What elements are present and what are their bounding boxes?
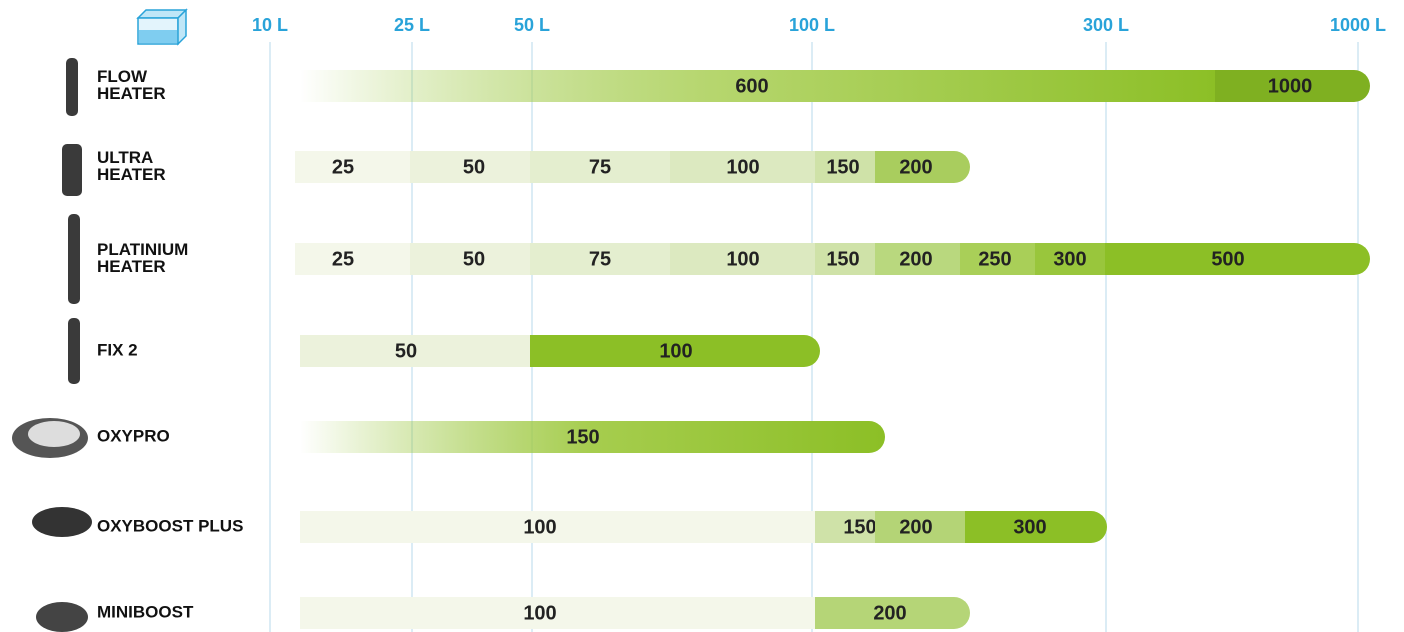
range-segment (295, 243, 411, 275)
segment-label: 200 (899, 516, 932, 538)
axis-label: 100 L (789, 15, 835, 35)
axis-label: 300 L (1083, 15, 1129, 35)
axis-label: 50 L (514, 15, 550, 35)
segment-label: 75 (589, 248, 611, 270)
range-segment (300, 597, 816, 629)
axis-label: 1000 L (1330, 15, 1386, 35)
range-segment (815, 151, 876, 183)
range-segment (1035, 243, 1106, 275)
segment-label: 1000 (1268, 75, 1313, 97)
segment-label: 600 (735, 75, 768, 97)
product-row: 150 OXYPRO (97, 421, 885, 453)
range-segment (670, 151, 816, 183)
range-segment (670, 243, 816, 275)
range-segment (965, 511, 1107, 543)
range-segment (530, 335, 820, 367)
product-name: MINIBOOST (97, 602, 194, 621)
range-segment (530, 243, 671, 275)
segment-label: 200 (899, 156, 932, 178)
segment-label: 200 (873, 602, 906, 624)
range-segment (530, 151, 671, 183)
segment-label: 75 (589, 156, 611, 178)
segment-label: 500 (1211, 248, 1244, 270)
range-segment (300, 335, 531, 367)
product-row: 100 200 MINIBOOST (97, 597, 970, 629)
range-segment (410, 151, 531, 183)
product-name: OXYBOOST PLUS (97, 516, 243, 535)
range-segment (300, 511, 816, 543)
range-segment (1215, 70, 1370, 102)
range-segment (295, 151, 411, 183)
segment-label: 150 (566, 426, 599, 448)
segment-label: 100 (523, 516, 556, 538)
product-name: PLATINIUM (97, 240, 188, 259)
range-segment (1105, 243, 1370, 275)
segment-label: 25 (332, 248, 354, 270)
range-segment (875, 511, 966, 543)
product-row: 50 100 FIX 2 (97, 335, 820, 367)
segment-label: 100 (523, 602, 556, 624)
product-icons (12, 58, 92, 632)
product-name: HEATER (97, 84, 166, 103)
range-segment (300, 421, 885, 453)
product-row: 100 150 200 300 OXYBOOST PLUS (97, 511, 1107, 543)
range-segment (875, 151, 970, 183)
segment-label: 50 (463, 156, 485, 178)
range-segment (815, 597, 970, 629)
range-segment (960, 243, 1036, 275)
axis-label: 25 L (394, 15, 430, 35)
range-segment (875, 243, 961, 275)
range-segment (410, 243, 531, 275)
segment-label: 25 (332, 156, 354, 178)
product-name: FIX 2 (97, 340, 138, 359)
segment-label: 300 (1013, 516, 1046, 538)
segment-label: 300 (1053, 248, 1086, 270)
segment-label: 200 (899, 248, 932, 270)
segment-label: 250 (978, 248, 1011, 270)
axis-label: 10 L (252, 15, 288, 35)
product-name: FLOW (97, 67, 148, 86)
segment-label: 50 (395, 340, 417, 362)
segment-label: 150 (826, 156, 859, 178)
segment-label: 100 (726, 156, 759, 178)
segment-label: 150 (843, 516, 876, 538)
segment-label: 100 (659, 340, 692, 362)
product-name: OXYPRO (97, 426, 170, 445)
range-segment (815, 511, 876, 543)
product-name: HEATER (97, 257, 166, 276)
segment-label: 100 (726, 248, 759, 270)
product-name: ULTRA (97, 148, 153, 167)
range-segment (815, 243, 876, 275)
tank-icon (136, 8, 188, 46)
product-name: HEATER (97, 165, 166, 184)
segment-label: 50 (463, 248, 485, 270)
range-segment (300, 70, 1216, 102)
segment-label: 150 (826, 248, 859, 270)
